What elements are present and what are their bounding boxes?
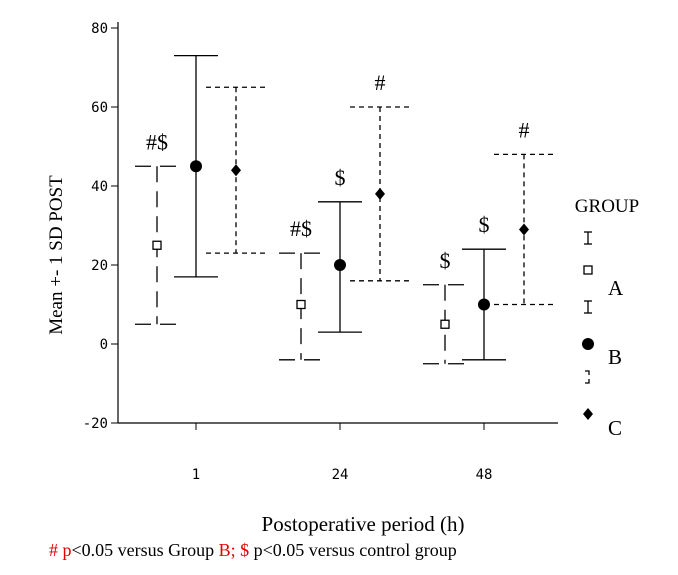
mean-marker-a-24 xyxy=(296,299,306,310)
x-axis-label: Postoperative period (h) xyxy=(262,512,465,536)
mean-marker-b-48 xyxy=(478,298,490,311)
mean-marker-b-1 xyxy=(190,160,202,173)
chart-annotations: #$ #$ $ $ $ # # xyxy=(146,70,530,273)
mean-marker-a-48 xyxy=(440,319,450,329)
footnote-text-2: p<0.05 versus control group xyxy=(249,540,457,560)
mean-marker-c-48 xyxy=(519,223,529,236)
chart-legend: GROUP A B C xyxy=(575,196,639,440)
y-tick-label: 20 xyxy=(91,258,108,274)
footnote-group-b-dollar: B; $ xyxy=(218,540,250,560)
y-axis-label: Mean +- 1 SD POST xyxy=(46,175,67,335)
legend-item-c: C xyxy=(583,370,622,440)
legend-symbol-c-top xyxy=(585,370,590,375)
legend-symbol-c-bottom xyxy=(585,379,590,384)
y-tick-label: 80 xyxy=(91,21,108,37)
legend-label-c: C xyxy=(608,416,622,440)
mean-marker-b-24 xyxy=(334,259,346,271)
chart-axes: -20 0 20 40 60 80 1 24 48 xyxy=(83,21,558,483)
y-tick-label: -20 xyxy=(83,416,108,432)
legend-label-a: A xyxy=(608,276,624,300)
legend-marker-c xyxy=(583,408,593,420)
y-tick-label: 60 xyxy=(91,100,108,116)
annotation-a-1: #$ xyxy=(146,129,168,154)
x-tick-label: 48 xyxy=(476,467,493,483)
mean-marker-a-1 xyxy=(152,240,162,250)
legend-title: GROUP xyxy=(575,196,639,217)
footnote: # p<0.05 versus Group B; $ p<0.05 versus… xyxy=(49,540,669,561)
annotation-c-48: # xyxy=(519,117,530,142)
y-tick-label: 40 xyxy=(91,179,108,195)
legend-label-b: B xyxy=(608,345,622,369)
x-tick-label: 24 xyxy=(332,467,349,483)
mean-marker-c-24 xyxy=(375,187,385,200)
mean-marker-c-1 xyxy=(231,164,241,177)
annotation-c-24: # xyxy=(375,70,386,95)
legend-marker-a xyxy=(583,265,593,275)
footnote-text-1: <0.05 versus Group xyxy=(71,540,219,560)
annotation-b-48: $ xyxy=(479,212,490,237)
x-tick-label: 1 xyxy=(192,467,200,483)
chart-marks xyxy=(135,55,554,365)
legend-item-a: A xyxy=(583,231,624,300)
y-tick-label: 0 xyxy=(100,337,108,353)
legend-item-b: B xyxy=(582,300,622,369)
annotation-a-24: #$ xyxy=(290,216,312,241)
footnote-hash-p: # p xyxy=(49,540,72,560)
legend-marker-b xyxy=(582,338,594,350)
annotation-a-48: $ xyxy=(440,248,451,273)
annotation-b-24: $ xyxy=(335,165,346,190)
